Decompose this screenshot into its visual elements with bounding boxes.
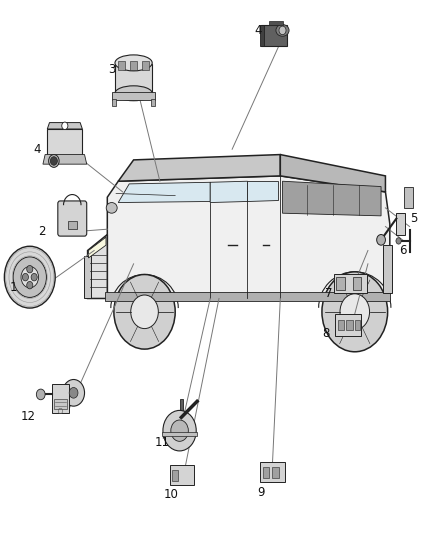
Ellipse shape [106,203,117,213]
Circle shape [36,389,45,400]
Polygon shape [283,181,381,216]
Circle shape [69,387,78,398]
Text: 9: 9 [257,486,265,499]
Bar [272,467,279,478]
Bar [260,25,264,46]
Circle shape [27,281,33,289]
Text: 4: 4 [33,143,41,156]
Circle shape [4,246,55,308]
Circle shape [322,272,388,352]
Circle shape [13,257,46,297]
Circle shape [340,294,370,330]
Polygon shape [118,182,210,203]
Bar [404,187,413,208]
Text: 2: 2 [38,225,46,238]
Text: 6: 6 [399,244,407,257]
Bar [170,465,194,485]
Polygon shape [247,181,278,201]
Bar [334,274,367,293]
Bar [68,221,77,229]
Bar [353,277,361,290]
Bar [130,61,137,70]
Circle shape [396,238,401,244]
Ellipse shape [276,25,289,36]
Bar [47,129,82,155]
Polygon shape [261,25,287,46]
Circle shape [50,157,57,165]
Circle shape [377,235,385,245]
Text: 11: 11 [155,436,170,449]
FancyBboxPatch shape [58,201,87,236]
Circle shape [21,266,39,288]
Bar [263,467,269,478]
Circle shape [163,410,196,451]
Bar [383,245,392,293]
Polygon shape [43,155,87,164]
Bar [54,399,67,409]
Bar [118,61,125,70]
Polygon shape [88,237,106,258]
Polygon shape [118,155,280,181]
Bar [355,320,360,330]
Text: 4: 4 [254,25,262,37]
Ellipse shape [49,155,59,167]
Text: 3: 3 [108,63,115,76]
Bar [52,384,69,413]
Text: 5: 5 [410,212,417,225]
Circle shape [114,274,175,349]
Bar [84,256,91,298]
Bar [172,470,178,481]
Circle shape [27,265,33,273]
Polygon shape [210,181,247,203]
Text: 1: 1 [9,281,17,294]
Bar [396,213,405,235]
Bar [338,320,344,330]
Circle shape [171,420,188,441]
Bar [346,320,353,330]
Bar [151,99,155,106]
Circle shape [279,26,286,35]
Ellipse shape [115,86,152,101]
Bar [180,399,183,420]
Bar [269,21,283,25]
Bar [335,314,361,336]
Text: 10: 10 [163,488,178,500]
Polygon shape [280,155,385,192]
Circle shape [22,273,28,281]
Bar [112,92,155,100]
Text: 7: 7 [325,287,332,300]
Circle shape [63,379,85,406]
Bar [115,64,152,93]
Bar [260,462,285,482]
Bar [336,277,345,290]
Bar [162,432,197,436]
Circle shape [31,273,37,281]
Text: 12: 12 [21,410,36,423]
Ellipse shape [115,55,152,71]
Bar [105,292,390,301]
Polygon shape [107,176,390,298]
Circle shape [131,295,159,328]
Circle shape [62,122,68,130]
Polygon shape [88,235,107,298]
Bar [112,99,116,106]
Polygon shape [47,123,82,129]
Text: 8: 8 [323,327,330,340]
Bar [142,61,149,70]
